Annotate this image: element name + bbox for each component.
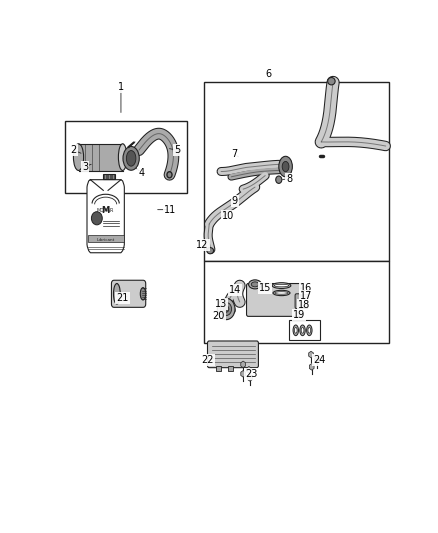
Ellipse shape (249, 280, 261, 289)
Ellipse shape (279, 156, 293, 177)
Ellipse shape (301, 327, 304, 333)
Text: 13: 13 (215, 299, 227, 309)
Ellipse shape (274, 284, 289, 287)
Text: 2: 2 (70, 145, 77, 155)
Bar (204, 83, 389, 261)
Bar (88, 235, 124, 243)
Text: 4: 4 (138, 168, 145, 177)
Circle shape (221, 302, 232, 316)
Ellipse shape (251, 282, 259, 287)
Bar (289, 320, 320, 340)
Text: M: M (102, 206, 110, 215)
Circle shape (92, 212, 102, 225)
Text: 15: 15 (259, 282, 272, 293)
Text: 9: 9 (232, 197, 238, 206)
Bar (65, 122, 187, 193)
Bar (216, 366, 221, 371)
Ellipse shape (272, 282, 291, 288)
Ellipse shape (113, 284, 120, 304)
Text: 22: 22 (201, 356, 214, 365)
Ellipse shape (293, 325, 298, 336)
Ellipse shape (74, 144, 84, 171)
Ellipse shape (123, 147, 139, 170)
Text: 20: 20 (212, 311, 225, 321)
Ellipse shape (273, 290, 290, 296)
FancyBboxPatch shape (295, 294, 308, 309)
Ellipse shape (294, 327, 297, 333)
Bar (204, 261, 389, 343)
Ellipse shape (307, 325, 312, 336)
Ellipse shape (328, 77, 335, 85)
Text: 24: 24 (313, 356, 326, 365)
FancyBboxPatch shape (208, 341, 258, 368)
Text: 1: 1 (118, 82, 124, 92)
Text: 11: 11 (164, 205, 176, 215)
Bar (228, 366, 233, 371)
Ellipse shape (276, 176, 282, 183)
Ellipse shape (140, 288, 146, 300)
Circle shape (217, 298, 235, 320)
Bar (103, 174, 115, 179)
Text: 6: 6 (265, 69, 272, 79)
Text: 7: 7 (232, 149, 238, 159)
Ellipse shape (308, 327, 311, 333)
Text: 14: 14 (229, 285, 241, 295)
Polygon shape (87, 180, 124, 190)
Text: 23: 23 (245, 369, 258, 379)
Text: 17: 17 (300, 291, 312, 301)
Text: 18: 18 (298, 300, 311, 310)
Polygon shape (87, 180, 124, 253)
Text: 10: 10 (222, 211, 234, 221)
Text: 16: 16 (300, 282, 312, 293)
Text: 12: 12 (196, 239, 208, 249)
Text: 5: 5 (174, 145, 180, 155)
FancyBboxPatch shape (247, 284, 303, 317)
Text: 3: 3 (82, 161, 88, 172)
Ellipse shape (300, 325, 305, 336)
Ellipse shape (207, 248, 214, 254)
Ellipse shape (275, 292, 288, 294)
Text: 19: 19 (293, 310, 305, 320)
Circle shape (223, 306, 229, 312)
Ellipse shape (282, 161, 289, 172)
Ellipse shape (118, 144, 127, 171)
FancyBboxPatch shape (111, 280, 146, 308)
Text: MOPAR: MOPAR (97, 208, 114, 213)
Text: 8: 8 (286, 174, 292, 184)
Text: lubricant: lubricant (96, 238, 115, 241)
Bar (78, 144, 123, 171)
Text: 21: 21 (117, 293, 129, 303)
Ellipse shape (167, 172, 172, 178)
Ellipse shape (127, 150, 136, 166)
